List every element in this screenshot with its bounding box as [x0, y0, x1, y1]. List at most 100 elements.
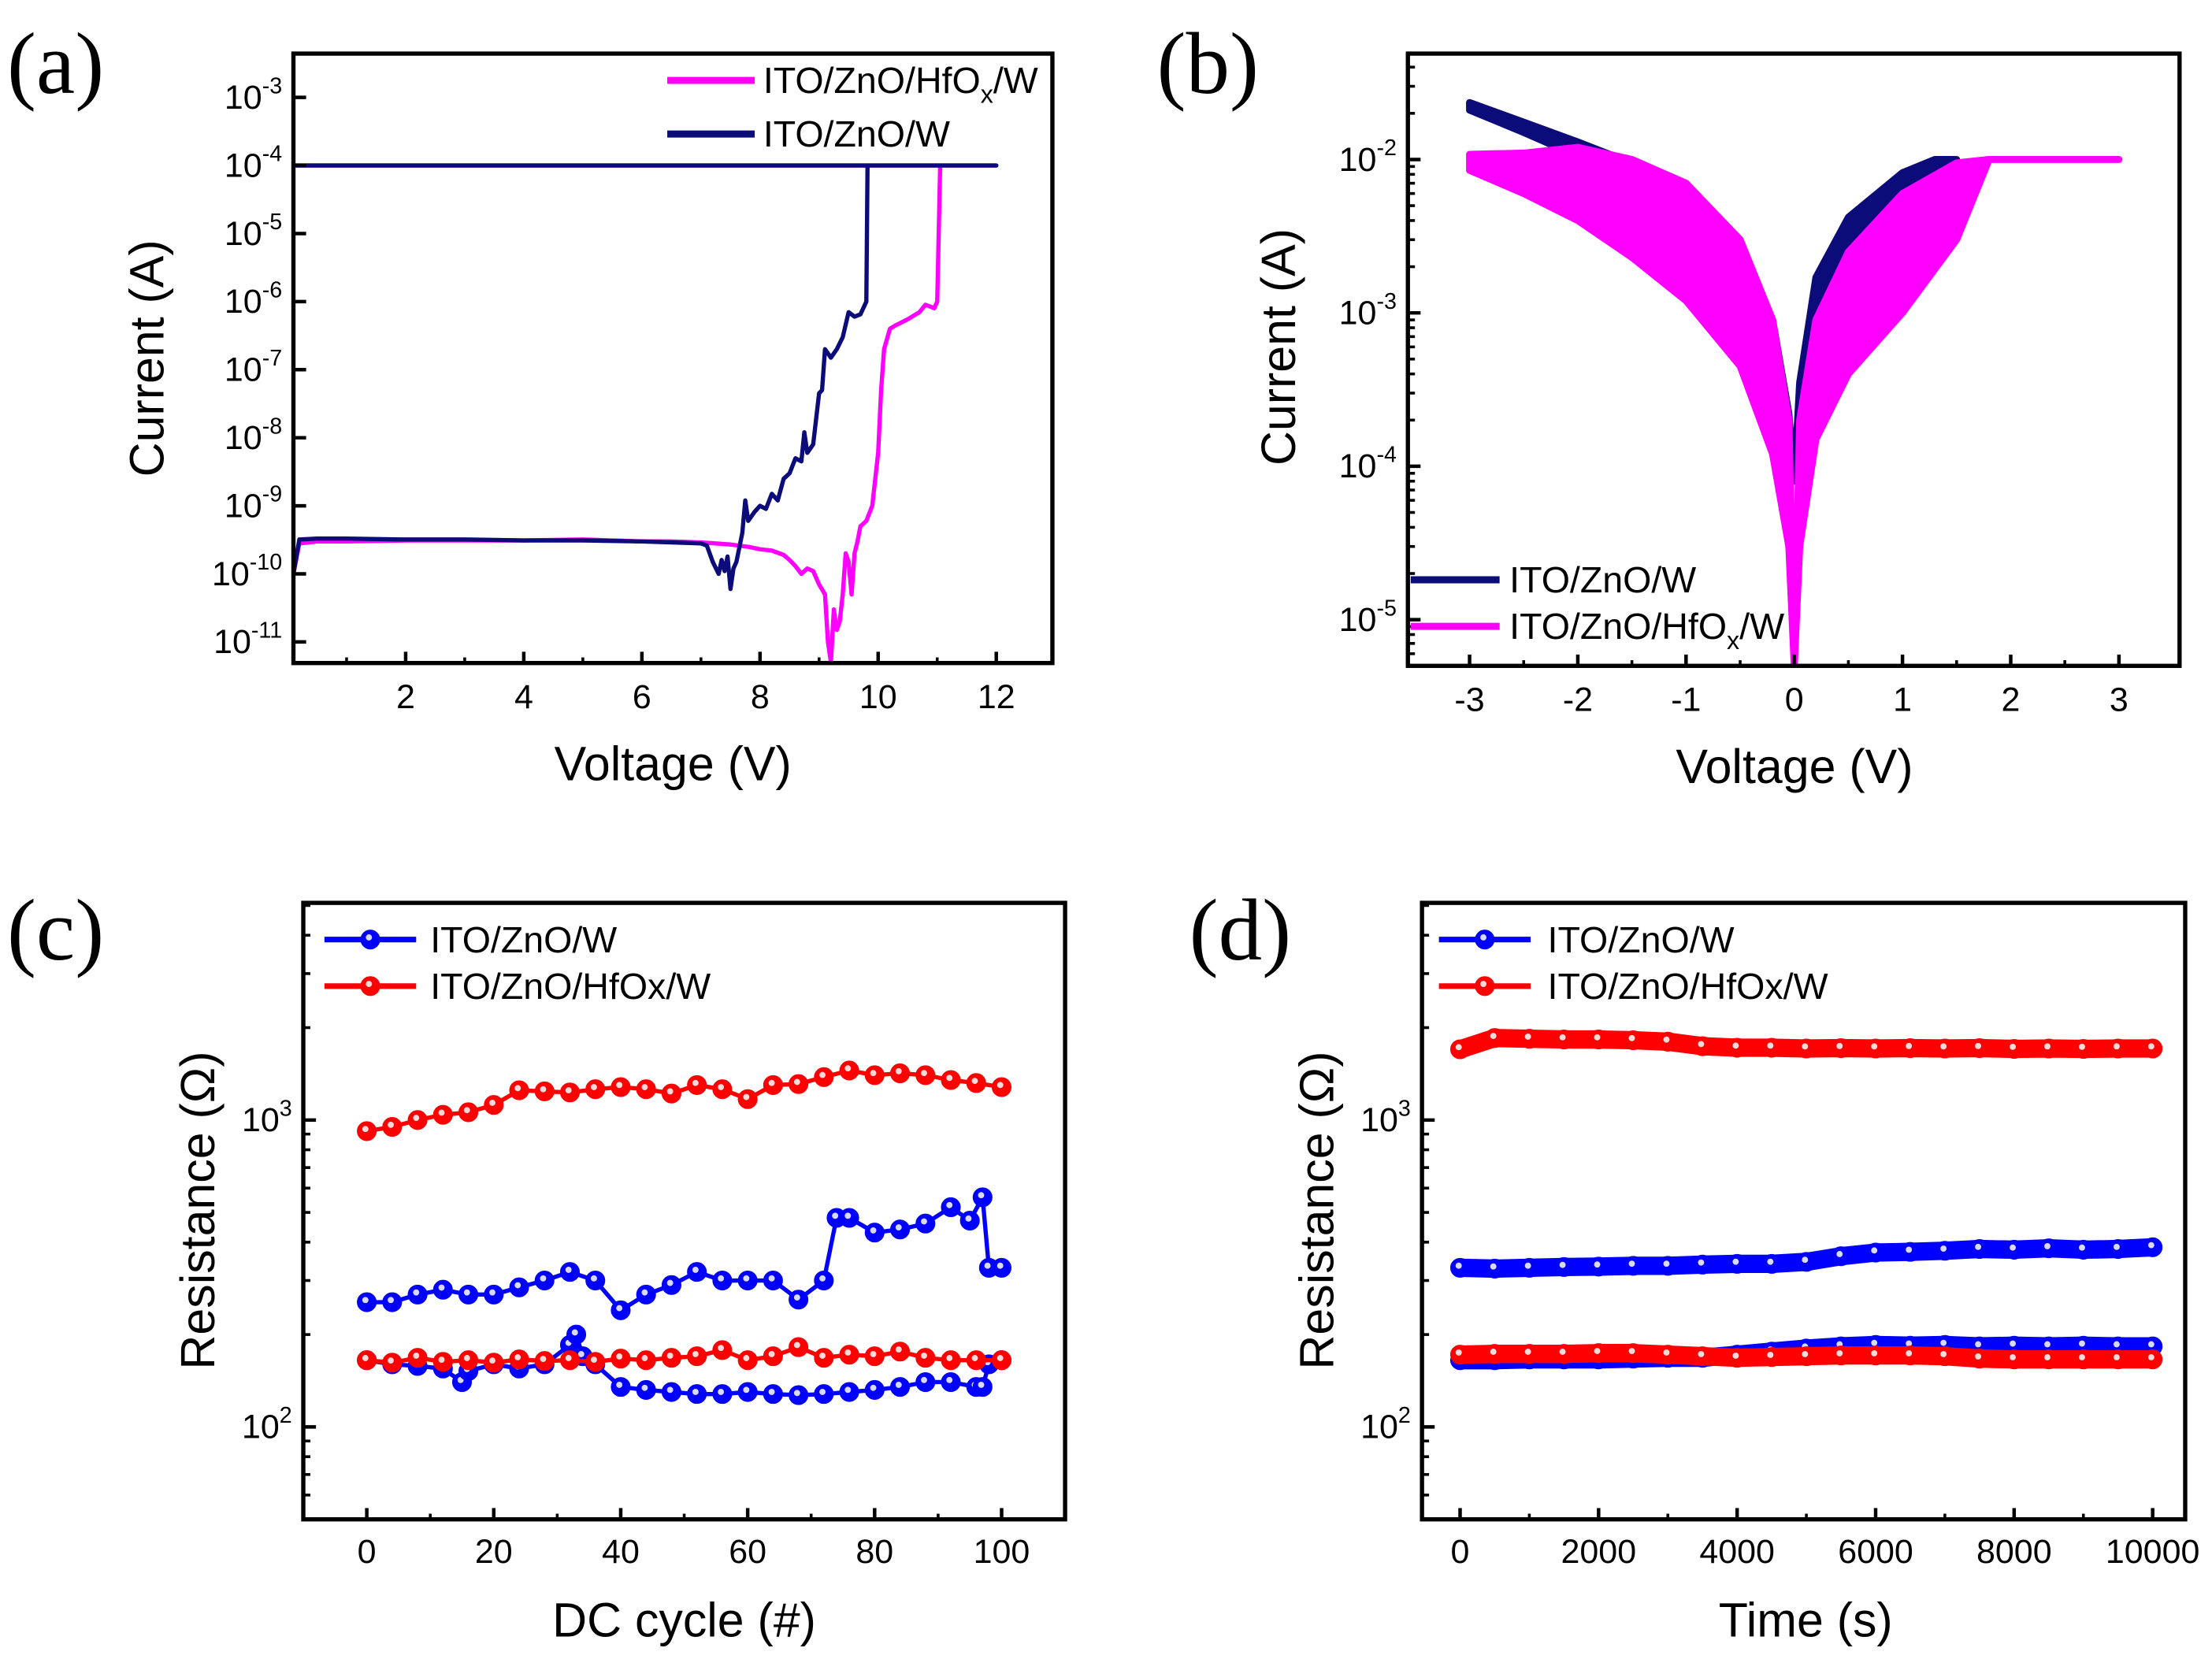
series-1-hrs-point-highlight — [997, 1082, 1004, 1089]
series-0-hrs-point-highlight — [1836, 1251, 1843, 1257]
legend-marker-highlight — [366, 934, 373, 941]
y-tick-label: 10-4 — [1339, 443, 1397, 486]
series-0-lrs-point-highlight — [978, 1382, 985, 1388]
x-tick-label: 60 — [729, 1533, 766, 1571]
series-1-hrs-point-highlight — [946, 1074, 953, 1082]
series-1-hrs-point-highlight — [1906, 1042, 1913, 1049]
x-tick-label: 6 — [633, 678, 651, 716]
x-axis-title: Voltage (V) — [1676, 740, 1913, 793]
series-1-hrs-point-highlight — [870, 1070, 877, 1077]
series-1-lrs-point-highlight — [1767, 1352, 1774, 1358]
series-0-hrs-point-highlight — [743, 1275, 750, 1282]
y-tick-label: 10-7 — [225, 346, 282, 389]
series-0-hrs-point-highlight — [921, 1218, 927, 1225]
x-axis-title: Voltage (V) — [555, 737, 792, 790]
y-tick-label: 10-5 — [1339, 596, 1397, 639]
series-1-lrs-point-highlight — [1698, 1351, 1705, 1357]
series-1-hrs-point-highlight — [1767, 1042, 1774, 1049]
series-0-hrs-point-highlight — [2113, 1243, 2120, 1250]
y-tick-label: 10-9 — [225, 482, 282, 525]
series-0-hrs-point-highlight — [832, 1212, 839, 1219]
series-0-hrs-point-highlight — [1802, 1256, 1809, 1264]
series-0-hrs-point-highlight — [413, 1289, 420, 1296]
series-0-lrs-point-highlight — [2079, 1340, 2085, 1347]
series-1-lrs-point-highlight — [819, 1353, 826, 1359]
series-0-hrs-point-highlight — [718, 1275, 725, 1282]
series-0-hrs-point-highlight — [565, 1266, 572, 1273]
series-1-lrs-point-highlight — [1871, 1350, 1878, 1357]
series-1-hrs-point-highlight — [438, 1109, 445, 1116]
panel-a: (a) 2 4 6 8 10 12 10-11 10-10 10-9 10-8 10-7 10-6 10… — [7, 16, 1055, 790]
plot-frame — [291, 51, 1055, 666]
series-1-hrs-point-highlight — [1628, 1034, 1635, 1041]
panel-b: (b) -3 -2 -1 0 1 2 3 10-5 10-4 10-3 10-2 Voltage (V… — [1156, 16, 2182, 793]
series-0-hrs-point-highlight — [793, 1294, 800, 1301]
series-0-hrs-point-highlight — [2147, 1241, 2154, 1249]
series-1-hrs-point-highlight — [895, 1067, 902, 1074]
series-1-lrs-point-highlight — [793, 1342, 800, 1349]
legend-label: ITO/ZnO/W — [763, 113, 950, 154]
x-tick-label: -1 — [1671, 681, 1701, 719]
x-axis-title: DC cycle (#) — [552, 1593, 816, 1646]
series-0-hrs-point-highlight — [1455, 1262, 1462, 1269]
series-1-lrs-point-highlight — [1975, 1353, 1982, 1360]
series-0-lrs-point-highlight — [1906, 1340, 1913, 1347]
series-0-hrs-point-highlight — [463, 1289, 470, 1296]
series-1-lrs-point-highlight — [2113, 1354, 2120, 1360]
x-tick-label: 0 — [358, 1533, 377, 1571]
series-0-hrs-point-highlight — [1628, 1260, 1635, 1267]
x-tick-label: 8000 — [1976, 1533, 2052, 1571]
series-0-hrs-point-highlight — [1524, 1262, 1531, 1269]
y-tick-label: 103 — [242, 1096, 292, 1139]
series-1-hrs-point-highlight — [540, 1086, 547, 1093]
panel-d: (d) 0 2000 4000 6000 8000 10000 102 103 Time (s)… — [1190, 882, 2200, 1647]
series-1-hrs-point-highlight — [921, 1070, 927, 1077]
x-tick-label: 3 — [2110, 681, 2128, 719]
y-tick-label: 102 — [1360, 1403, 1411, 1446]
x-tick-label: 2 — [396, 678, 415, 716]
series-1-lrs-point-highlight — [2044, 1354, 2051, 1360]
series-0-hrs-point-highlight — [984, 1262, 991, 1269]
y-tick-label: 10-3 — [225, 73, 282, 117]
series-1-hrs-point-highlight — [2010, 1043, 2016, 1050]
series-1-lrs-point-highlight — [616, 1353, 623, 1360]
series-0-lrs-point-highlight — [946, 1376, 953, 1383]
y-tick-label: 10-11 — [213, 618, 282, 662]
series-line-1 — [293, 163, 999, 592]
legend-label: ITO/ZnO/W — [1509, 559, 1696, 600]
series-0-hrs-point-highlight — [1940, 1245, 1947, 1253]
series-1-hrs-point-highlight — [1663, 1036, 1670, 1043]
series-0-hrs-point-highlight — [1975, 1243, 1982, 1250]
series-1-lrs-point-highlight — [1732, 1353, 1739, 1359]
series-1-hrs-point-highlight — [819, 1071, 826, 1078]
x-tick-label: 12 — [978, 678, 1015, 716]
series-0-hrs-point-highlight — [2010, 1244, 2016, 1251]
series-0-lrs-point-highlight — [2147, 1341, 2154, 1348]
x-tick-label: 0 — [1785, 681, 1804, 719]
x-tick-label: 4000 — [1699, 1533, 1775, 1571]
y-tick-label: 10-5 — [225, 210, 282, 253]
series-0-hrs-point-highlight — [616, 1305, 623, 1312]
x-tick-label: -3 — [1454, 681, 1484, 719]
series-1-lrs-point-highlight — [489, 1357, 495, 1364]
x-tick-label: -2 — [1563, 681, 1593, 719]
series-0-hrs-point-highlight — [844, 1212, 852, 1219]
y-tick-label: 103 — [1360, 1096, 1411, 1139]
series-1-lrs-point-highlight — [463, 1355, 470, 1361]
x-tick-label: 2000 — [1561, 1533, 1637, 1571]
series-0-lrs-point-highlight — [768, 1389, 775, 1395]
series-0-hrs-point-highlight — [895, 1224, 902, 1230]
series-1-lrs-point-highlight — [844, 1349, 852, 1356]
series-1-lrs-point-highlight — [895, 1346, 902, 1353]
series-0-hrs-point-highlight — [641, 1289, 648, 1296]
series-0-lrs-point-highlight — [2044, 1341, 2051, 1348]
series-0-lrs-point-highlight — [793, 1390, 800, 1397]
series-1-lrs-point-highlight — [2147, 1354, 2154, 1360]
series-1-lrs-point-highlight — [997, 1355, 1004, 1361]
series-0-lrs-point-highlight — [844, 1386, 852, 1394]
legend-label: ITO/ZnO/W — [1548, 919, 1735, 960]
y-tick-label: 10-3 — [1339, 289, 1397, 332]
y-tick-label: 10-4 — [225, 142, 282, 185]
x-tick-label: 100 — [974, 1533, 1030, 1571]
